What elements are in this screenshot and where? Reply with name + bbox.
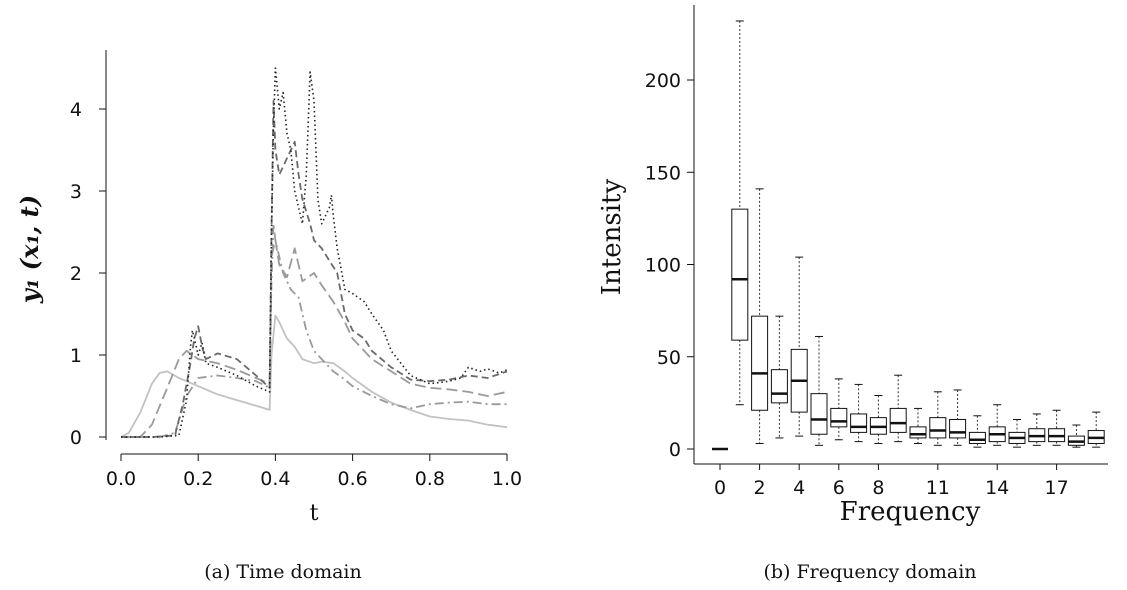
freq-y-tick-label: 200 (645, 70, 681, 92)
freq-y-axis-label: Intensity (597, 178, 627, 295)
box-freq-19 (1087, 411, 1105, 448)
box-iqr (830, 407, 848, 428)
freq-x-tick-label: 2 (754, 477, 766, 499)
time-series-line-dashdot (121, 222, 507, 438)
box-freq-10 (909, 407, 927, 444)
time-x-tick-label: 0.4 (260, 468, 290, 490)
box-iqr (909, 426, 927, 439)
box-iqr (889, 407, 907, 433)
freq-y-tick-label: 100 (645, 255, 681, 277)
box-freq-15 (1008, 418, 1026, 448)
box-freq-14 (988, 404, 1006, 446)
time-y-tick-label: 1 (70, 345, 82, 367)
freq-x-tick-label: 6 (833, 477, 845, 499)
box-iqr (968, 431, 986, 444)
time-x-tick-label: 0.8 (415, 468, 445, 490)
time-y-ticks: 0 1 2 3 4 (70, 99, 106, 449)
box-freq-6 (830, 378, 848, 441)
box-freq-11 (929, 391, 947, 446)
box-freq-5 (810, 335, 828, 446)
box-freq-13 (968, 415, 986, 448)
box-freq-9 (889, 374, 907, 443)
freq-y-tick-label: 50 (657, 347, 681, 369)
freq-y-tick-label: 0 (669, 439, 681, 461)
freq-x-axis-label: Frequency (840, 497, 981, 527)
box-iqr (731, 208, 749, 341)
freq-x-tick-label: 8 (872, 477, 884, 499)
box-freq-8 (869, 394, 887, 444)
freq-x-tick-label: 14 (985, 477, 1009, 499)
box-freq-17 (1048, 409, 1066, 446)
freq-x-tick-label: 0 (714, 477, 726, 499)
time-domain-panel: 0 1 2 3 4 0.0 0.2 0.4 0.6 0.8 1.0 t y₁ (x₁, t) (a… (15, 50, 522, 583)
freq-x-tick-label: 11 (926, 477, 950, 499)
time-y-tick-label: 0 (70, 427, 82, 449)
box-freq-16 (1028, 413, 1046, 446)
box-iqr (770, 369, 788, 404)
time-x-tick-label: 1.0 (492, 468, 522, 490)
time-y-tick-label: 3 (70, 181, 82, 203)
freq-boxplots (712, 20, 1105, 451)
box-iqr (949, 418, 967, 439)
freq-x-ticks: 0 2 4 6 8 11 14 17 (714, 464, 1069, 499)
time-series-line-solid (120, 314, 508, 438)
freq-domain-caption: (b) Frequency domain (763, 561, 976, 583)
freq-y-ticks: 0 50 100 150 200 (645, 70, 694, 461)
box-freq-12 (949, 389, 967, 446)
freq-x-tick-label: 4 (793, 477, 805, 499)
time-x-tick-label: 0.2 (183, 468, 213, 490)
box-iqr (850, 413, 868, 433)
box-freq-3 (770, 315, 788, 439)
time-series-line-longdash (121, 239, 508, 438)
freq-x-tick-label: 17 (1045, 477, 1069, 499)
time-x-tick-label: 0.0 (106, 468, 136, 490)
time-x-axis-label: t (310, 501, 319, 526)
time-y-axis-label: y₁ (x₁, t) (15, 195, 44, 304)
box-freq-1 (731, 20, 749, 406)
time-x-ticks: 0.0 0.2 0.4 0.6 0.8 1.0 (106, 454, 522, 490)
box-freq-4 (790, 256, 808, 437)
time-x-tick-label: 0.6 (337, 468, 367, 490)
box-iqr (751, 315, 769, 411)
time-series-line-dashed (121, 99, 508, 438)
time-series-line-dotted (121, 67, 508, 438)
freq-y-tick-label: 150 (645, 162, 681, 184)
box-freq-2 (751, 188, 769, 444)
box-freq-18 (1067, 424, 1085, 448)
box-iqr (929, 417, 947, 439)
box-iqr (810, 393, 828, 435)
box-freq-7 (850, 383, 868, 443)
time-y-tick-label: 4 (70, 99, 82, 121)
time-y-tick-label: 2 (70, 263, 82, 285)
time-series-group (120, 67, 508, 438)
frequency-domain-panel: 0 50 100 150 200 0 2 4 6 8 11 14 17 Frequency Inten… (597, 5, 1108, 583)
time-domain-caption: (a) Time domain (204, 561, 362, 583)
